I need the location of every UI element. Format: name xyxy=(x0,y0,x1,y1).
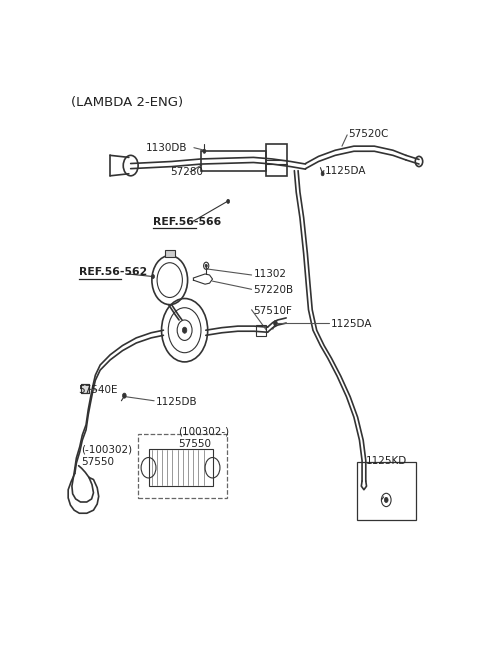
Circle shape xyxy=(203,149,206,153)
Text: (100302-)
57550: (100302-) 57550 xyxy=(178,426,229,449)
Circle shape xyxy=(152,274,155,279)
Bar xyxy=(256,325,266,337)
Text: 1125DA: 1125DA xyxy=(331,319,372,329)
Bar xyxy=(81,384,89,392)
Bar xyxy=(357,462,416,521)
Text: 57540E: 57540E xyxy=(79,385,118,395)
Bar xyxy=(138,434,228,498)
Bar xyxy=(202,151,266,171)
Circle shape xyxy=(227,199,229,203)
Text: 1125DB: 1125DB xyxy=(156,397,198,407)
Text: REF.56-562: REF.56-562 xyxy=(79,267,147,277)
Circle shape xyxy=(321,172,324,176)
Text: 11302: 11302 xyxy=(253,269,287,279)
Circle shape xyxy=(384,497,388,503)
Text: 57220B: 57220B xyxy=(253,286,294,295)
Bar xyxy=(81,384,89,392)
Text: 57280: 57280 xyxy=(170,167,203,177)
Text: REF.56-566: REF.56-566 xyxy=(153,217,221,227)
Text: (-100302)
57550: (-100302) 57550 xyxy=(82,444,132,467)
Bar xyxy=(148,450,213,486)
Circle shape xyxy=(122,393,126,398)
Text: (LAMBDA 2-ENG): (LAMBDA 2-ENG) xyxy=(71,96,183,109)
Circle shape xyxy=(182,327,187,333)
Text: 1125DA: 1125DA xyxy=(325,166,366,176)
Text: 57510F: 57510F xyxy=(253,306,292,316)
Circle shape xyxy=(274,321,277,325)
Bar xyxy=(165,250,175,256)
Text: 1130DB: 1130DB xyxy=(146,143,187,153)
Text: 1125KD: 1125KD xyxy=(366,456,407,465)
Text: 57520C: 57520C xyxy=(348,129,389,139)
Bar xyxy=(266,144,287,176)
Circle shape xyxy=(205,264,207,268)
